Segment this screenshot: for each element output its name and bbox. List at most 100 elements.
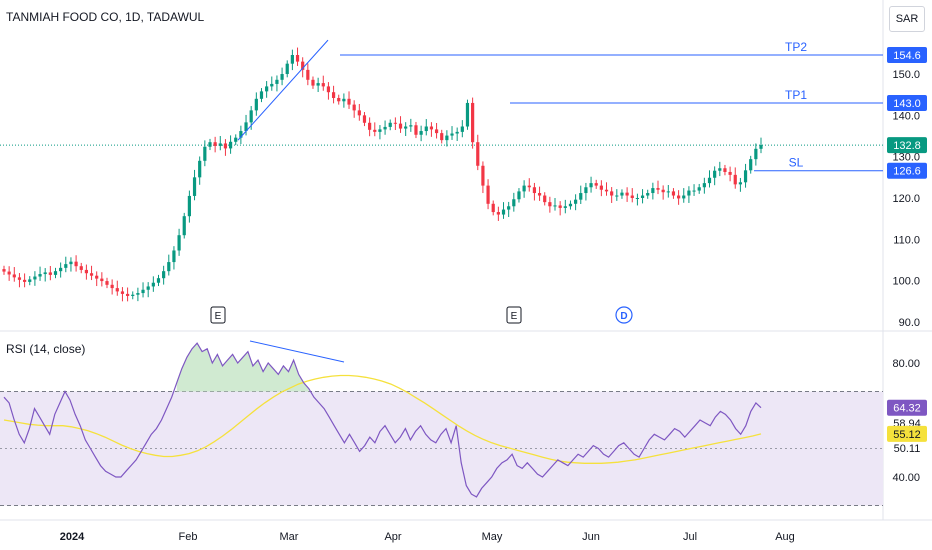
candle-body <box>697 187 701 191</box>
candle <box>285 60 289 78</box>
time-axis-tick: Feb <box>179 531 198 543</box>
candle <box>100 272 104 287</box>
candle <box>666 184 670 198</box>
candle-body <box>280 74 284 80</box>
candle <box>476 134 480 171</box>
candle <box>620 189 624 199</box>
dividend-marker-label: D <box>620 311 627 322</box>
dividend-marker[interactable]: D <box>615 306 633 324</box>
candle <box>568 200 573 210</box>
currency-button[interactable]: SAR <box>889 6 925 32</box>
candle-body <box>692 190 696 192</box>
candle <box>517 188 521 203</box>
candle <box>265 81 269 98</box>
time-axis-tick: Jul <box>683 531 697 543</box>
candle <box>656 180 660 195</box>
candle <box>604 182 609 196</box>
candle-body <box>295 54 300 62</box>
candle <box>383 120 387 135</box>
candle-body <box>239 131 243 138</box>
candle-body <box>43 272 47 275</box>
candle-body <box>393 122 397 124</box>
price-tag-text: 132.8 <box>893 140 921 152</box>
candle-body <box>635 198 640 200</box>
candle <box>759 137 763 154</box>
candle-body <box>682 195 686 199</box>
candle-body <box>22 279 27 282</box>
candle <box>43 268 47 282</box>
candle <box>692 184 696 196</box>
candle <box>64 256 68 273</box>
candle <box>445 130 449 147</box>
candle <box>162 265 166 285</box>
candle <box>290 49 294 71</box>
candle-body <box>311 79 315 86</box>
candle-body <box>136 293 140 295</box>
price-tag-text: 154.6 <box>893 50 921 62</box>
price-pane: 150.0 140.0 130.0 120.0 110.0 100.0 90.0 TP2 TP1… <box>0 0 932 520</box>
time-axis-tick: Mar <box>280 531 299 543</box>
candle-body <box>630 195 634 199</box>
candle-body <box>362 115 367 123</box>
candle-body <box>383 126 387 130</box>
candle-body <box>718 168 722 171</box>
earnings-marker-label: E <box>215 311 222 322</box>
candle <box>115 280 119 296</box>
candle-body <box>640 195 645 199</box>
candle-body <box>290 54 294 64</box>
candle-body <box>615 195 619 197</box>
candle-body <box>33 276 37 280</box>
candle-body <box>342 98 346 102</box>
price-tag: 143.0 <box>887 94 927 111</box>
candle-body <box>306 69 310 80</box>
candle <box>311 76 315 89</box>
candle-body <box>496 212 500 215</box>
candle-body <box>38 274 42 277</box>
candle <box>548 196 552 213</box>
candle-body <box>120 291 125 294</box>
candle-body <box>471 102 475 143</box>
candle-body <box>620 192 624 196</box>
candle <box>738 177 743 192</box>
candle <box>527 178 531 192</box>
candle-body <box>414 125 418 135</box>
candle-body <box>64 264 68 268</box>
candle <box>53 267 58 279</box>
candle-body <box>419 131 423 135</box>
rsi-indicator-title[interactable]: RSI (14, close) <box>6 342 86 356</box>
earnings-marker[interactable]: E <box>506 306 522 324</box>
candle-body <box>234 137 238 142</box>
candle <box>378 125 382 140</box>
candle <box>95 271 99 287</box>
candle <box>131 291 135 300</box>
candle-body <box>429 126 434 130</box>
candle <box>280 67 284 86</box>
candle-body <box>404 126 408 129</box>
candle-body <box>352 104 356 111</box>
candle <box>491 200 495 216</box>
candle-body <box>759 145 763 149</box>
candle-body <box>713 170 717 178</box>
candle-body <box>512 199 516 207</box>
candle <box>532 182 537 201</box>
symbol-title: TANMIAH FOOD CO, 1D, TADAWUL <box>6 10 205 24</box>
price-axis-tick: 150.0 <box>892 69 920 81</box>
candle-body <box>594 183 598 186</box>
trend-line <box>237 39 329 141</box>
candle-body <box>373 129 377 132</box>
candle <box>434 122 439 139</box>
candle <box>352 100 356 118</box>
candle-body <box>125 293 130 296</box>
candle <box>12 267 16 282</box>
candle <box>136 287 140 302</box>
candle <box>625 187 629 202</box>
candle <box>84 264 88 280</box>
earnings-marker[interactable]: E <box>210 306 226 324</box>
candle <box>223 139 228 156</box>
rsi-divergence-line <box>249 340 345 363</box>
candle <box>733 167 737 189</box>
candle <box>610 187 614 203</box>
candle <box>563 199 567 214</box>
rsi-value-tag: 50.11 <box>894 443 921 455</box>
candle-body <box>156 278 161 283</box>
